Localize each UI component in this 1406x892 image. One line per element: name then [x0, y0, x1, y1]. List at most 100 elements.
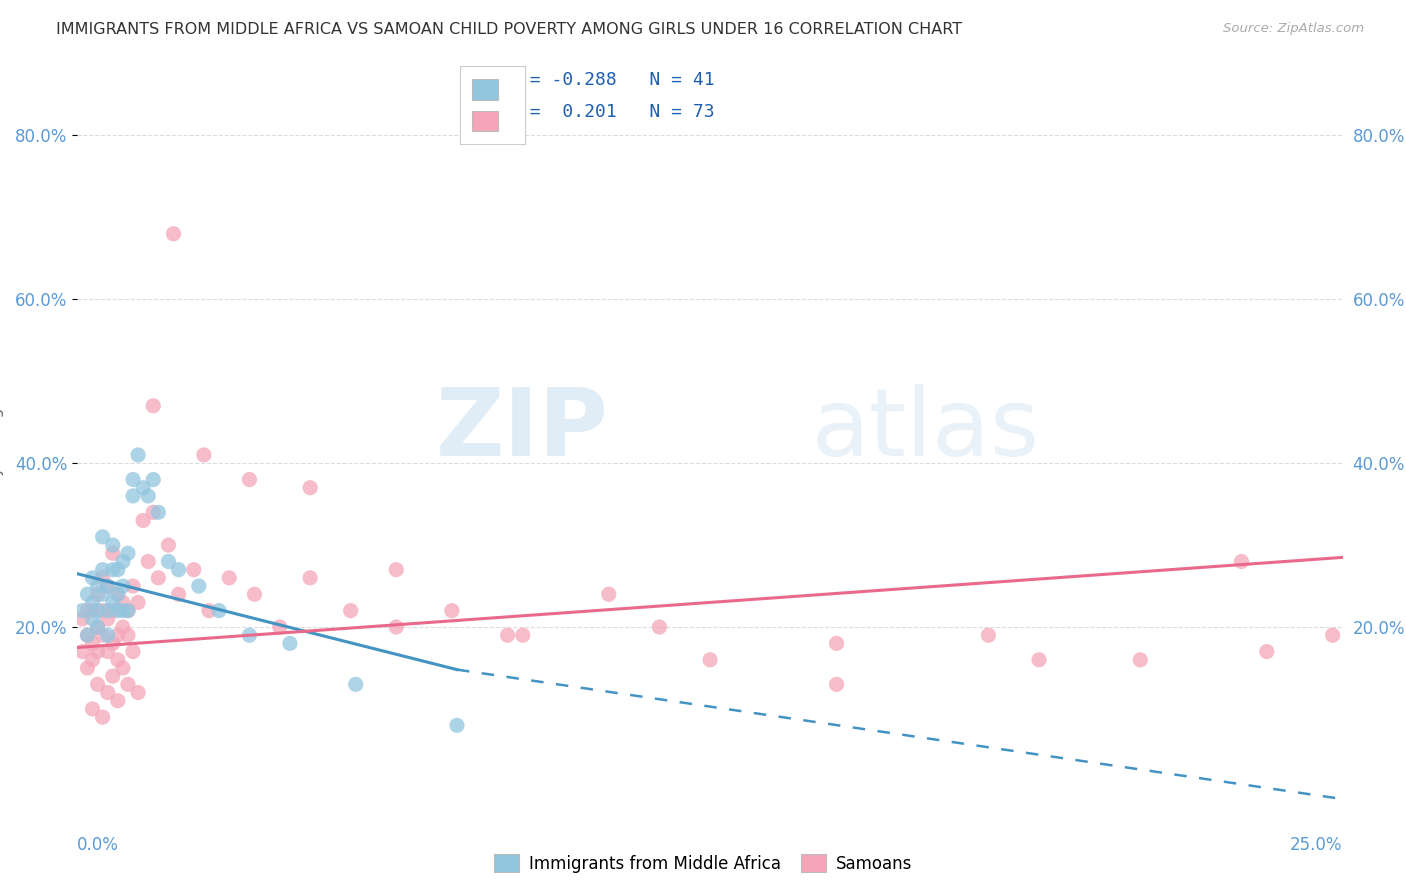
Point [446, 718, 468, 732]
Text: IMMIGRANTS FROM MIDDLE AFRICA VS SAMOAN CHILD POVERTY AMONG GIRLS UNDER 16 CORRE: IMMIGRANTS FROM MIDDLE AFRICA VS SAMOAN … [56, 22, 962, 37]
Point [91, 604, 114, 618]
Point [122, 473, 145, 487]
Point [167, 563, 190, 577]
Point [111, 620, 134, 634]
Point [187, 579, 209, 593]
Point [1256, 644, 1278, 658]
Point [208, 604, 231, 618]
Point [218, 571, 240, 585]
Point [117, 604, 139, 618]
Point [91, 563, 114, 577]
Point [72, 644, 94, 658]
Point [122, 579, 145, 593]
Point [107, 628, 129, 642]
Point [299, 571, 322, 585]
Point [82, 571, 104, 585]
Point [86, 620, 108, 634]
Point [162, 227, 184, 241]
Point [122, 489, 145, 503]
Point [977, 628, 1000, 642]
Point [385, 620, 408, 634]
Point [238, 628, 260, 642]
Point [82, 612, 104, 626]
Point [82, 595, 104, 609]
Point [82, 636, 104, 650]
Point [127, 448, 149, 462]
Point [136, 554, 159, 568]
Point [97, 628, 120, 642]
Point [107, 653, 129, 667]
Point [111, 661, 134, 675]
Point [344, 677, 367, 691]
Text: ZIP: ZIP [436, 384, 609, 476]
Point [183, 563, 205, 577]
Point [111, 579, 134, 593]
Point [76, 628, 98, 642]
Point [157, 538, 180, 552]
Legend: , : , [460, 66, 524, 145]
Point [148, 505, 170, 519]
Point [142, 505, 165, 519]
Point [385, 563, 408, 577]
Text: 0.0%: 0.0% [77, 836, 120, 854]
Point [101, 636, 124, 650]
Point [86, 587, 108, 601]
Point [91, 710, 114, 724]
Point [107, 563, 129, 577]
Point [825, 636, 848, 650]
Point [825, 677, 848, 691]
Point [82, 702, 104, 716]
Point [127, 595, 149, 609]
Point [76, 604, 98, 618]
Text: atlas: atlas [811, 384, 1039, 476]
Point [117, 677, 139, 691]
Point [136, 489, 159, 503]
Point [111, 554, 134, 568]
Point [97, 604, 120, 618]
Y-axis label: Child Poverty Among Girls Under 16: Child Poverty Among Girls Under 16 [0, 293, 4, 568]
Point [132, 514, 155, 528]
Point [86, 604, 108, 618]
Point [269, 620, 291, 634]
Point [157, 554, 180, 568]
Point [86, 644, 108, 658]
Point [107, 694, 129, 708]
Point [107, 587, 129, 601]
Point [127, 685, 149, 699]
Point [1129, 653, 1152, 667]
Point [1028, 653, 1050, 667]
Point [1322, 628, 1344, 642]
Point [76, 587, 98, 601]
Point [117, 604, 139, 618]
Point [142, 473, 165, 487]
Point [101, 604, 124, 618]
Point [86, 620, 108, 634]
Point [142, 399, 165, 413]
Point [86, 579, 108, 593]
Point [193, 448, 215, 462]
Point [132, 481, 155, 495]
Point [648, 620, 671, 634]
Text: Source: ZipAtlas.com: Source: ZipAtlas.com [1223, 22, 1364, 36]
Point [238, 473, 260, 487]
Point [111, 595, 134, 609]
Point [76, 628, 98, 642]
Point [117, 628, 139, 642]
Point [76, 661, 98, 675]
Point [107, 604, 129, 618]
Point [91, 587, 114, 601]
Point [86, 677, 108, 691]
Point [496, 628, 519, 642]
Point [440, 604, 463, 618]
Point [101, 538, 124, 552]
Point [91, 571, 114, 585]
Point [97, 579, 120, 593]
Point [101, 563, 124, 577]
Point [512, 628, 534, 642]
Point [91, 628, 114, 642]
Point [198, 604, 221, 618]
Point [699, 653, 721, 667]
Point [167, 587, 190, 601]
Point [97, 612, 120, 626]
Point [97, 579, 120, 593]
